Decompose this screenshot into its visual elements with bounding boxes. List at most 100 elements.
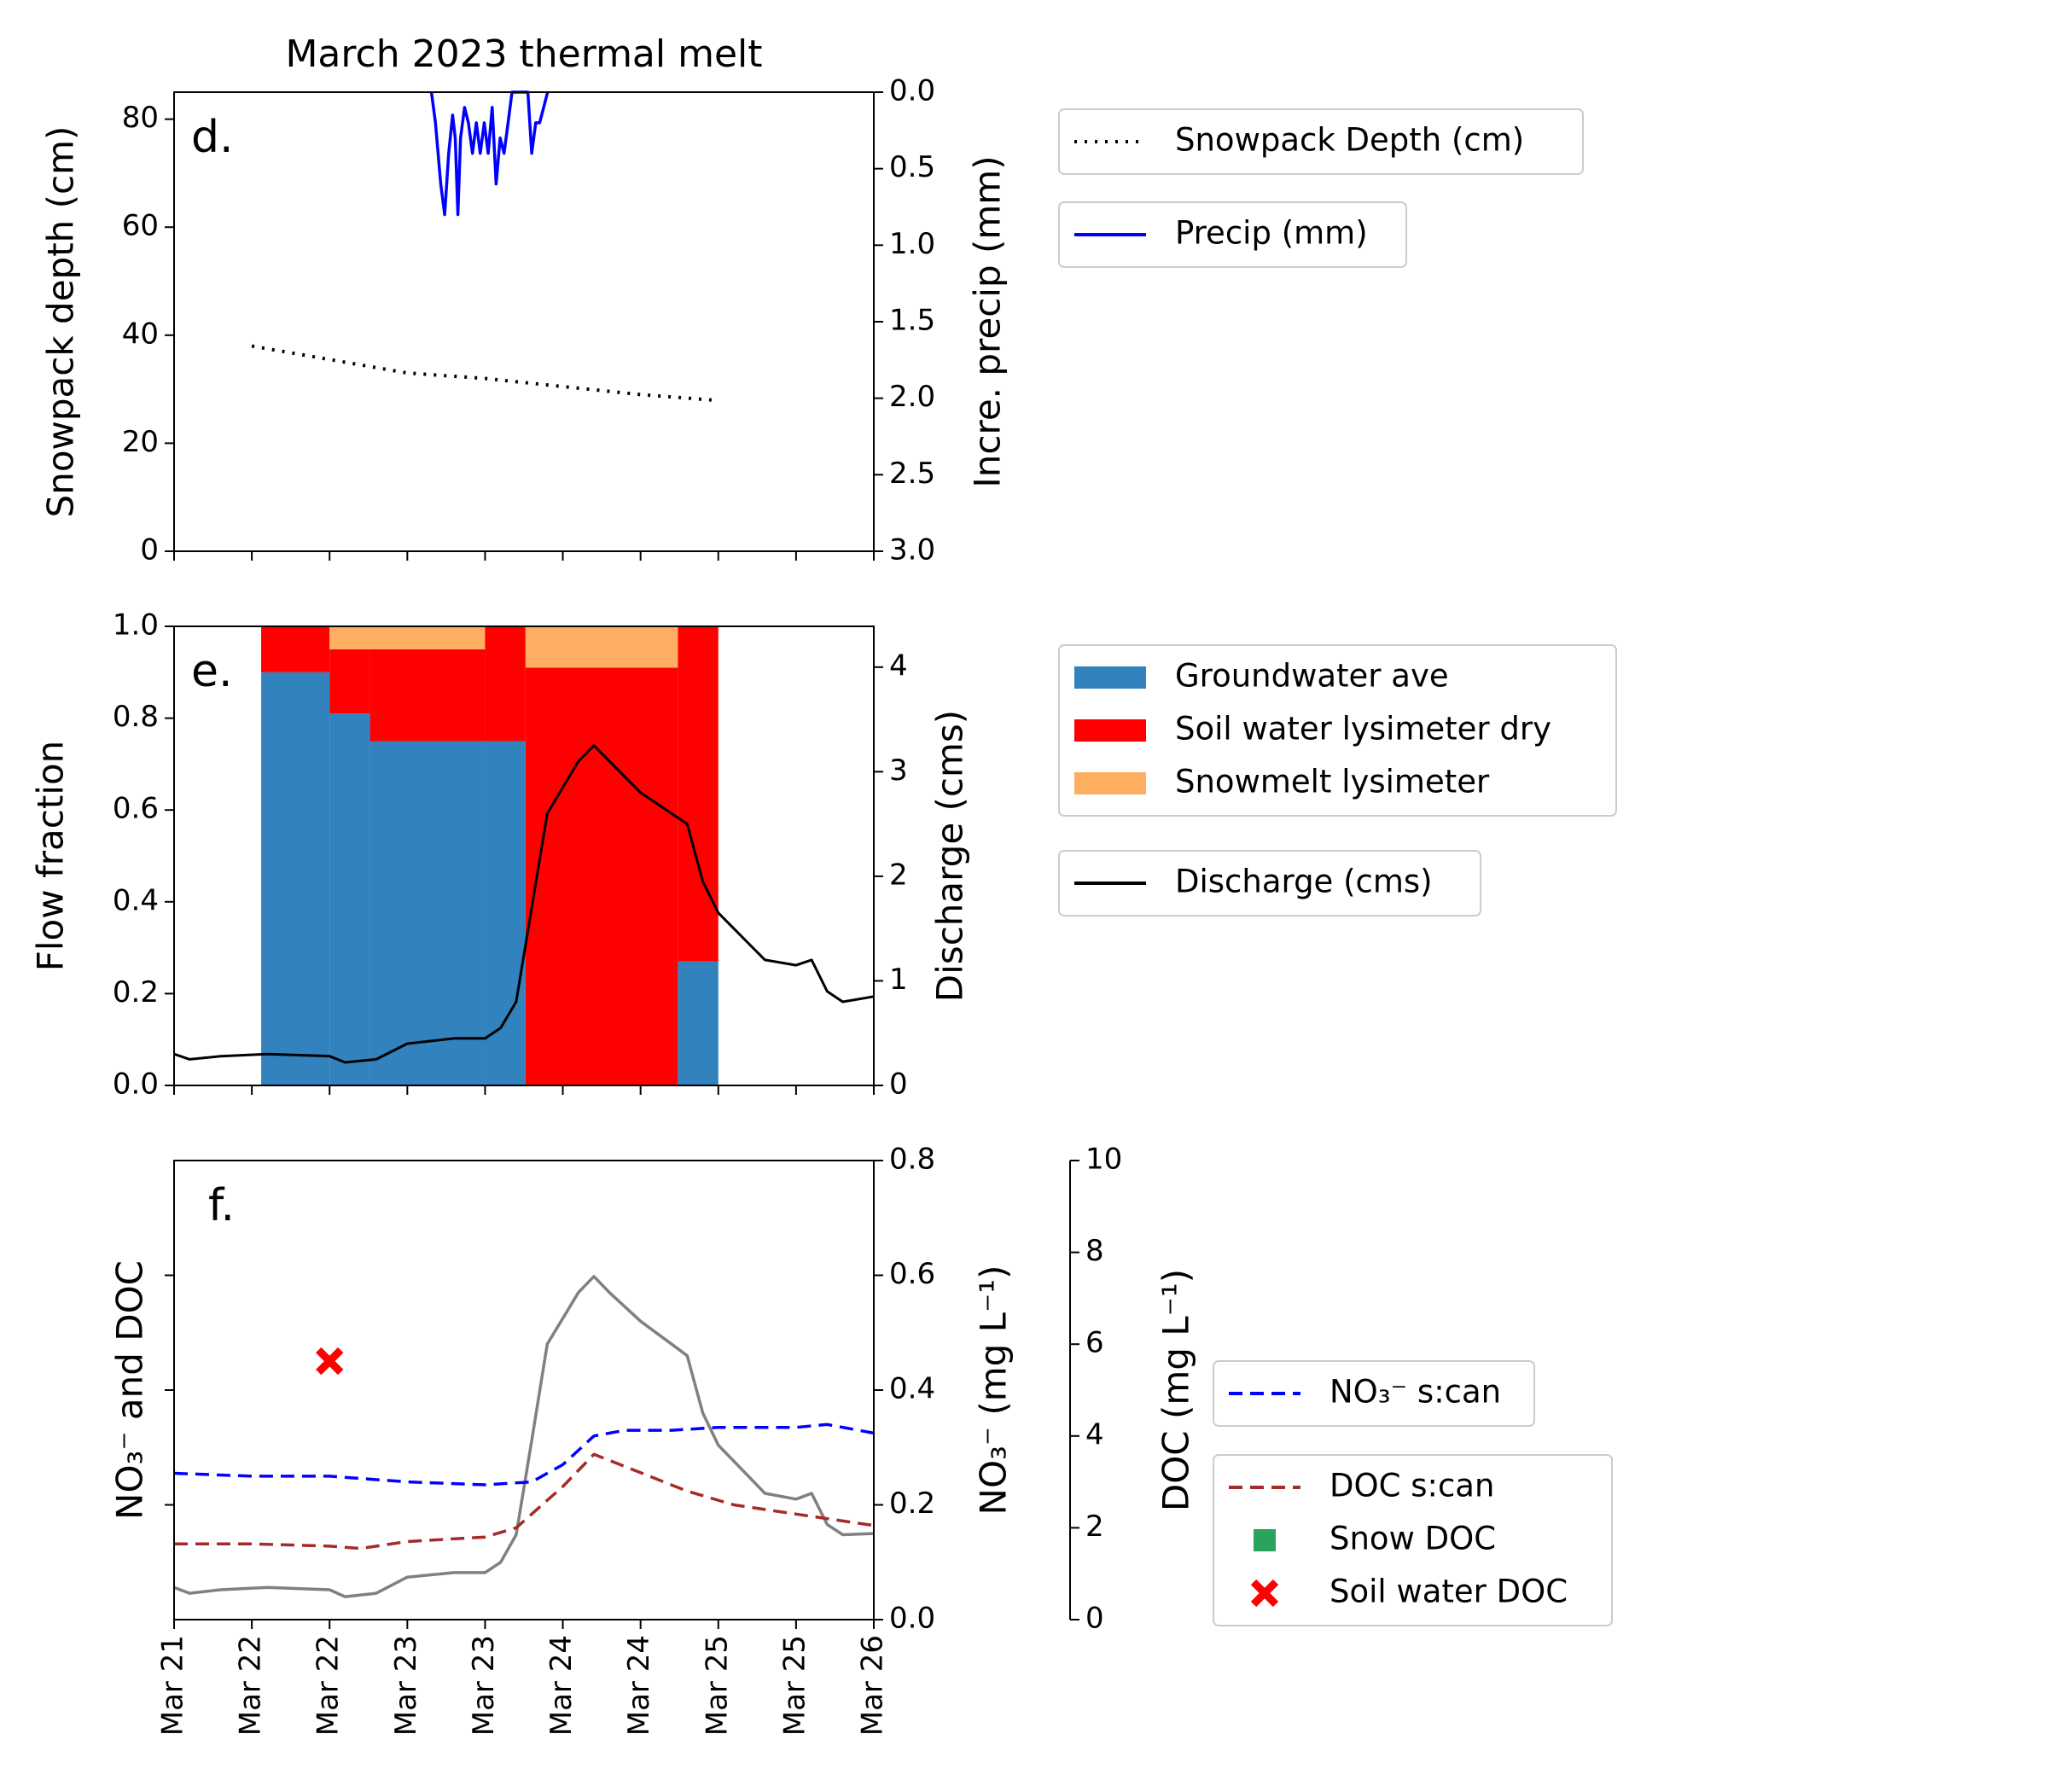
x-tick-label: Mar 21 <box>156 1635 190 1736</box>
legend-swatch <box>1074 666 1146 689</box>
legend-label: Snowpack Depth (cm) <box>1175 122 1524 159</box>
bar-segment <box>329 626 370 649</box>
y-tick-label: 0 <box>140 533 159 567</box>
legend-label: Precip (mm) <box>1175 215 1368 252</box>
y-tick-label: 0 <box>889 1068 908 1102</box>
legend-label: Groundwater ave <box>1175 658 1449 695</box>
panel-label: f. <box>208 1180 235 1231</box>
legend-marker <box>1250 1579 1279 1608</box>
legend-box <box>1058 108 1584 175</box>
y-tick-label: 80 <box>122 101 159 135</box>
bar-segment <box>369 649 486 742</box>
bar-segment <box>261 672 330 1085</box>
series-line <box>251 344 713 402</box>
x-tick-label: Mar 24 <box>544 1635 579 1736</box>
y-tick-label: 0.0 <box>113 1068 159 1102</box>
legend-marker <box>1254 1529 1276 1551</box>
y2-axis-label: Discharge (cms) <box>929 710 971 1002</box>
y-tick-label: 3.0 <box>889 533 935 567</box>
y-tick-label: 2 <box>889 858 908 892</box>
y-tick-label: 0.2 <box>113 975 159 1009</box>
x-tick-label: Mar 25 <box>777 1635 812 1736</box>
y-tick-label: 1.5 <box>889 304 935 338</box>
y-tick-label: 0.4 <box>113 883 159 917</box>
bar-segment <box>261 626 330 672</box>
x-tick-label: Mar 24 <box>622 1635 656 1736</box>
bar-segment <box>485 741 526 1085</box>
y-axis-label: NO₃⁻ and DOC <box>109 1260 151 1520</box>
y-axis-label: Flow fraction <box>30 741 72 972</box>
chart-title: March 2023 thermal melt <box>285 32 762 76</box>
x-tick-label: Mar 22 <box>234 1635 268 1736</box>
x-tick-label: Mar 23 <box>467 1635 501 1736</box>
series-line <box>173 1275 875 1598</box>
series-line <box>174 1452 875 1551</box>
plot-frame <box>173 1160 875 1620</box>
y-tick-label: 0.6 <box>889 1257 935 1291</box>
legend-label: Soil water lysimeter dry <box>1175 711 1551 748</box>
y-tick-label: 6 <box>1085 1326 1104 1360</box>
y-tick-label: 0.2 <box>889 1487 935 1521</box>
bar-segment <box>329 713 370 1085</box>
y3-axis-label: DOC (mg L⁻¹) <box>1155 1269 1197 1511</box>
y-tick-label: 1 <box>889 963 908 997</box>
y-tick-label: 60 <box>122 209 159 243</box>
bar-segment <box>329 649 370 714</box>
legend-swatch <box>1074 772 1146 794</box>
y-tick-label: 0.8 <box>889 1143 935 1177</box>
y-tick-label: 40 <box>122 317 159 351</box>
bar-segment <box>678 626 719 962</box>
y-tick-label: 0.0 <box>889 1602 935 1636</box>
bar-segment <box>369 741 486 1085</box>
y-tick-label: 20 <box>122 425 159 459</box>
bar-segment <box>369 626 486 649</box>
y-tick-label: 4 <box>889 649 908 683</box>
bar-segment <box>485 626 526 742</box>
panel-label: d. <box>191 112 234 163</box>
x-tick-label: Mar 26 <box>856 1635 890 1736</box>
legend-label: Soil water DOC <box>1329 1574 1568 1610</box>
legend-box <box>1058 644 1617 817</box>
legend-box <box>1058 201 1407 268</box>
y-tick-label: 4 <box>1085 1417 1104 1452</box>
x-tick-label: Mar 22 <box>311 1635 346 1736</box>
x-tick-label: Mar 25 <box>700 1635 734 1736</box>
y-axis-label: Snowpack depth (cm) <box>40 126 82 518</box>
x-tick-label: Mar 23 <box>389 1635 423 1736</box>
legend-label: NO₃⁻ s:can <box>1329 1374 1501 1411</box>
legend-label: Snow DOC <box>1329 1521 1496 1557</box>
series-line <box>173 1423 875 1487</box>
y-tick-label: 0.6 <box>113 792 159 826</box>
legend-swatch <box>1074 719 1146 742</box>
y-tick-label: 0.0 <box>889 74 935 108</box>
y-tick-label: 0.4 <box>889 1372 935 1406</box>
marker-x <box>316 1347 344 1376</box>
panel-label: e. <box>191 646 233 697</box>
y-tick-label: 2 <box>1085 1510 1104 1544</box>
plot-frame <box>173 91 875 552</box>
legend-box <box>1058 850 1481 916</box>
legend-label: Snowmelt lysimeter <box>1175 764 1490 800</box>
legend-label: Discharge (cms) <box>1175 864 1433 900</box>
y-tick-label: 8 <box>1085 1234 1104 1268</box>
y-tick-label: 2.0 <box>889 380 935 414</box>
bar-segment <box>678 961 719 1085</box>
y-tick-label: 0.5 <box>889 150 935 184</box>
discharge-line <box>173 744 875 1064</box>
bar-segment <box>525 626 678 668</box>
plot-frame <box>173 625 875 1086</box>
y-tick-label: 3 <box>889 753 908 788</box>
legend-box <box>1213 1360 1535 1427</box>
y2-axis-label: NO₃⁻ (mg L⁻¹) <box>973 1265 1015 1516</box>
legend-label: DOC s:can <box>1329 1468 1494 1504</box>
y2-axis-label: Incre. precip (mm) <box>967 155 1009 487</box>
bar-segment <box>525 667 678 1085</box>
legend-box <box>1213 1454 1613 1626</box>
y-tick-label: 10 <box>1085 1143 1122 1177</box>
y-tick-label: 1.0 <box>113 608 159 643</box>
y-tick-label: 1.0 <box>889 227 935 261</box>
series-line <box>429 90 550 217</box>
y-tick-label: 2.5 <box>889 457 935 491</box>
y-tick-label: 0.8 <box>113 700 159 734</box>
